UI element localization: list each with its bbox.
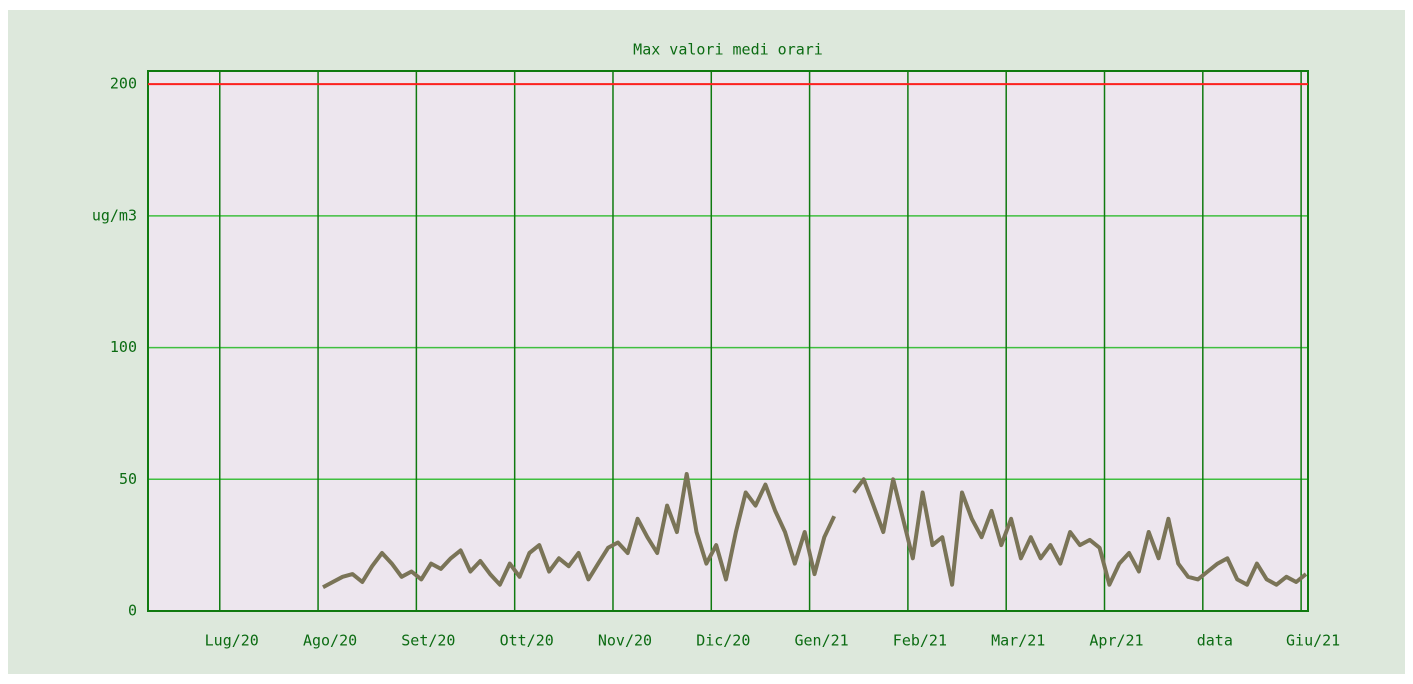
x-tick-label: Mar/21 [991, 632, 1045, 650]
y-tick-label: 200 [110, 75, 137, 93]
x-tick-label: Ago/20 [303, 632, 357, 650]
y-tick-label: 0 [128, 602, 137, 620]
x-tick-label: Set/20 [401, 632, 455, 650]
x-tick-label: Gen/21 [794, 632, 848, 650]
x-tick-label: Feb/21 [893, 632, 947, 650]
x-tick-label: Lug/20 [205, 632, 259, 650]
y-tick-label: ug/m3 [92, 206, 137, 224]
data-line [322, 472, 1308, 590]
y-tick-label: 100 [110, 338, 137, 356]
plot-area [148, 71, 1308, 611]
x-tick-label: data [1197, 632, 1233, 650]
x-tick-label: Apr/21 [1089, 632, 1143, 650]
x-tick-label: Dic/20 [696, 632, 750, 650]
x-tick-label: Giu/21 [1286, 632, 1340, 650]
x-tick-label: Nov/20 [598, 632, 652, 650]
y-tick-label: 50 [119, 470, 137, 488]
plot-frame [147, 70, 1309, 612]
chart-title: Max valori medi orari [633, 41, 823, 59]
x-tick-label: Ott/20 [500, 632, 554, 650]
